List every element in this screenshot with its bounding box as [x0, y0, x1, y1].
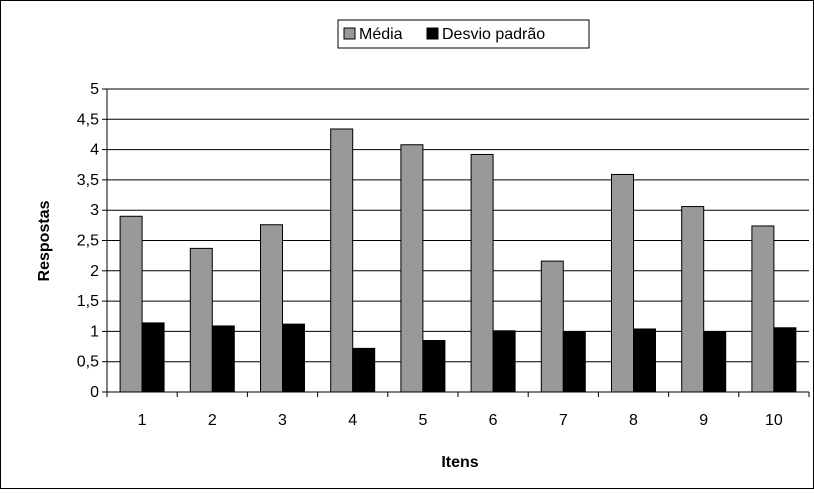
legend-label-media: Média	[359, 26, 403, 43]
bar-media	[751, 225, 775, 393]
x-tick-label: 6	[489, 412, 498, 429]
bar-media	[681, 206, 705, 393]
y-tick-label: 4,5	[77, 111, 99, 128]
bar-media	[119, 215, 143, 393]
bar-media	[611, 173, 634, 393]
bar-desvio-padrao	[562, 331, 586, 393]
x-tick-label: 1	[138, 412, 147, 429]
x-tick-label: 2	[208, 412, 217, 429]
bar-media	[540, 260, 564, 393]
y-axis-title: Respostas	[36, 200, 53, 281]
bar-media	[470, 153, 494, 393]
bar-desvio-padrao	[492, 330, 516, 393]
legend-swatch-media	[343, 27, 356, 40]
y-tick-label: 0	[90, 384, 99, 401]
x-tick-label: 4	[348, 412, 357, 429]
y-tick-label: 3	[90, 202, 99, 219]
bar-media	[400, 144, 424, 393]
x-tick-label: 8	[629, 412, 638, 429]
bar-desvio-padrao	[422, 339, 446, 393]
y-tick-label: 1	[90, 323, 99, 340]
bars	[119, 128, 797, 393]
x-tick-label: 3	[278, 412, 287, 429]
legend-swatch-desvio	[426, 27, 439, 40]
axes: 0 0,5 1 1,5 2 2,5 3 3,5 4 4,5 5 1 2 3 4 5 6 7 8 9 10	[77, 81, 810, 429]
legend: Média Desvio padrão	[337, 19, 590, 49]
bar-desvio-padrao	[703, 331, 727, 393]
x-tick-label: 7	[559, 412, 568, 429]
bar-desvio-padrao	[352, 347, 376, 393]
y-tick-label: 2,5	[77, 233, 99, 250]
bar-desvio-padrao	[773, 327, 797, 393]
x-tick-label: 9	[699, 412, 708, 429]
bar-media	[189, 247, 213, 393]
y-tick-label: 0,5	[77, 354, 99, 371]
bar-desvio-padrao	[141, 322, 165, 393]
y-tick-label: 4	[90, 142, 99, 159]
bar-media	[330, 128, 354, 393]
y-tick-label: 1,5	[77, 293, 99, 310]
y-tick-label: 3,5	[77, 172, 99, 189]
legend-box	[337, 19, 590, 49]
x-axis-title: Itens	[441, 454, 478, 471]
legend-label-desvio: Desvio padrão	[442, 26, 545, 43]
bar-desvio-padrao	[633, 328, 656, 393]
bar-media	[260, 224, 283, 393]
y-tick-label: 5	[90, 81, 99, 98]
x-tick-label: 10	[765, 412, 783, 429]
bar-desvio-padrao	[211, 325, 235, 393]
y-tick-label: 2	[90, 263, 99, 280]
bar-desvio-padrao	[282, 323, 305, 393]
x-tick-label: 5	[418, 412, 427, 429]
